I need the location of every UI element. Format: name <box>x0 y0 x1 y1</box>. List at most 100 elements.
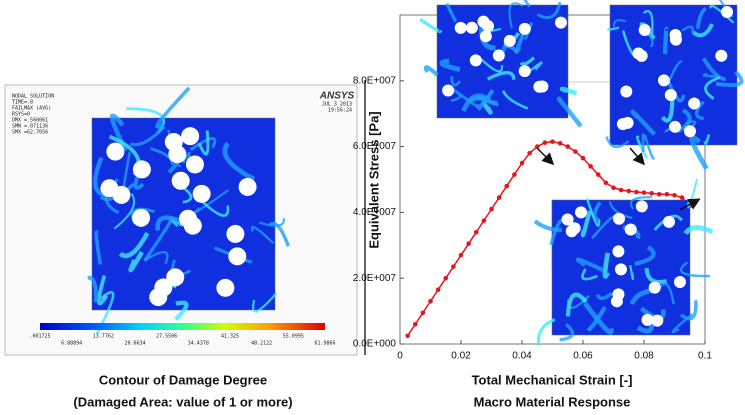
damage-streak <box>636 322 655 334</box>
fiber <box>477 15 490 28</box>
damage-streak <box>189 137 217 151</box>
data-point <box>618 187 624 193</box>
colorbar <box>40 323 325 330</box>
fiber <box>612 245 625 258</box>
damage-streak <box>556 96 583 128</box>
fiber <box>688 97 701 110</box>
damage-streak <box>704 76 721 100</box>
fiber <box>492 49 505 62</box>
damage-streak <box>128 250 144 273</box>
data-point <box>649 191 654 196</box>
header-line: FAILMAX (AVG) <box>12 106 51 112</box>
data-point <box>641 190 647 195</box>
fiber <box>442 84 455 97</box>
damage-streak <box>583 301 614 335</box>
y-tick-label: 4.0E+007 <box>353 207 397 218</box>
data-point <box>557 141 563 146</box>
fiber <box>657 74 670 87</box>
damage-streak <box>695 100 705 121</box>
ansys-time: 19:56:24 <box>328 108 352 114</box>
data-point <box>580 155 586 161</box>
fiber <box>216 278 235 297</box>
damage-streak <box>419 18 443 34</box>
colorbar-label: 6.88894 <box>61 341 82 347</box>
damage-streak <box>715 70 744 88</box>
insets <box>419 0 744 346</box>
damage-streak <box>586 306 607 333</box>
data-point <box>534 144 540 149</box>
damage-streak <box>467 95 487 111</box>
damage-streak <box>439 58 461 73</box>
left-caption-2: (Damaged Area: value of 1 or more) <box>73 394 292 409</box>
damage-streak <box>197 130 210 156</box>
data-point <box>504 183 510 189</box>
damage-streak <box>533 219 562 232</box>
fiber <box>715 49 728 62</box>
damage-streak <box>605 136 630 149</box>
data-point <box>542 140 548 145</box>
damage-streak <box>519 56 536 66</box>
damage-streak <box>607 26 620 31</box>
damage-streak <box>559 86 578 96</box>
data-point <box>519 160 525 166</box>
damage-streak <box>96 275 109 306</box>
x-tick-label: 0.1 <box>698 351 712 362</box>
damage-streak <box>155 86 191 129</box>
y-axis-label: Equivalent Stress [Pa] <box>366 111 381 248</box>
damage-streak <box>94 230 103 265</box>
damage-streak <box>580 210 592 238</box>
fiber <box>132 160 151 179</box>
damage-streak <box>565 292 588 317</box>
data-point <box>527 150 532 156</box>
data-point <box>588 164 593 169</box>
data-point <box>428 298 433 304</box>
damage-streak <box>559 323 575 342</box>
fiber <box>662 215 675 228</box>
damage-streak <box>703 134 711 145</box>
damage-streak <box>608 201 633 219</box>
damage-streak <box>702 72 717 78</box>
damage-streak <box>479 25 496 51</box>
fiber <box>620 85 633 98</box>
fiber <box>669 28 682 41</box>
colorbar-label: 48.2122 <box>251 341 272 347</box>
damage-streak <box>423 65 439 77</box>
data-point <box>595 172 601 177</box>
damage-streak <box>450 86 480 108</box>
colorbar-label: 34.4378 <box>188 341 209 347</box>
damage-streak <box>641 133 646 153</box>
fiber <box>651 314 664 327</box>
contour-bg <box>436 4 569 119</box>
damage-streak <box>445 2 458 23</box>
fiber <box>518 22 531 35</box>
damage-streak <box>691 23 714 38</box>
data-point <box>565 144 571 149</box>
damage-streak <box>689 134 709 171</box>
fiber <box>568 222 581 235</box>
data-point <box>481 218 487 223</box>
damage-streak <box>486 70 516 81</box>
damage-streak <box>709 4 735 24</box>
x-tick-label: 0.06 <box>573 351 593 362</box>
fiber <box>641 313 654 326</box>
fiber <box>721 5 734 18</box>
damage-streak <box>118 231 150 259</box>
damage-streak <box>508 2 524 29</box>
chart: 0.0E+000 2.0E+007 4.0E+007 6.0E+007 8.0E+007… <box>353 14 712 362</box>
fiber <box>612 288 625 301</box>
x-axis-label: Total Mechanical Strain [-] <box>472 372 633 387</box>
damage-streak <box>174 300 189 321</box>
data-point <box>458 252 464 258</box>
colorbar-label: 61.9866 <box>314 341 335 347</box>
x-tick-label: 0 <box>397 351 403 362</box>
data-point <box>466 241 471 246</box>
contour-plot <box>87 86 291 334</box>
damage-streak <box>585 197 601 227</box>
damage-streak <box>197 197 230 217</box>
damage-streak <box>701 57 726 82</box>
damage-streak <box>680 261 711 278</box>
damage-streak <box>250 225 275 245</box>
data-point <box>603 180 609 186</box>
fiber <box>171 171 190 190</box>
